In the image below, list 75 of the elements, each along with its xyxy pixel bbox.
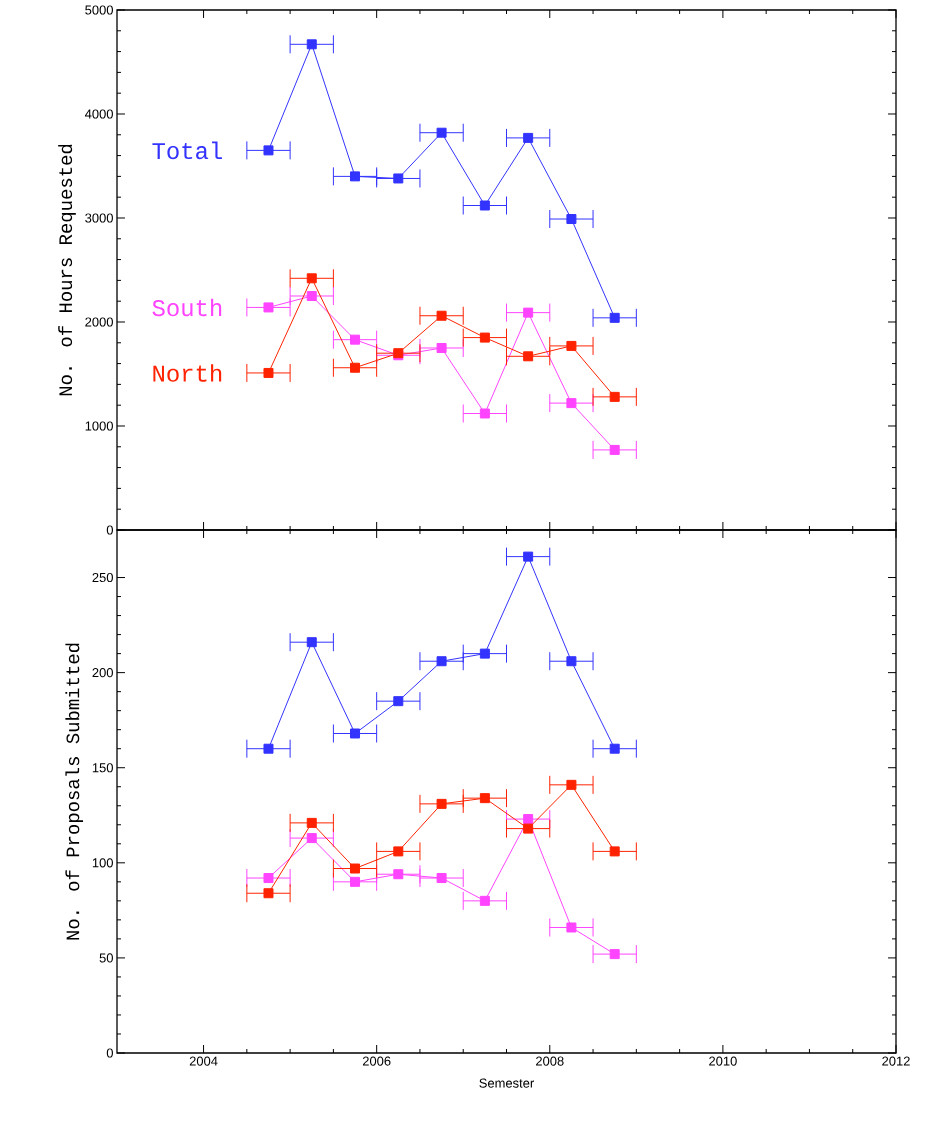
point [263,367,274,378]
point [263,888,274,899]
point [523,551,534,562]
x-tick-label: 2010 [709,1056,737,1066]
point [436,310,447,321]
point [479,793,490,804]
point [393,696,404,707]
point [479,895,490,906]
point [609,312,620,323]
point [523,307,534,318]
y-tick-label: 0 [106,525,113,535]
point [479,648,490,659]
y-tick-label: 2000 [85,317,113,327]
point [306,817,317,828]
series-label: Total [152,141,222,160]
point [350,171,361,182]
point [523,132,534,143]
point [523,823,534,834]
point [350,728,361,739]
x-tick-label: 2008 [536,1056,564,1066]
point [393,869,404,880]
point [566,656,577,667]
y-axis-title: No. of Proposals Submitted [65,643,84,940]
x-axis-title: Semester [479,1078,534,1088]
point [263,145,274,156]
series-label: North [153,364,222,382]
point [350,362,361,373]
point [306,637,317,648]
point [566,398,577,409]
y-axis-title: No. of Hours Requested [58,144,76,396]
point [566,340,577,351]
point [350,863,361,874]
point [523,351,534,362]
y-tick-label: 0 [106,1048,113,1058]
x-tick-label: 2012 [882,1056,910,1066]
y-tick-label: 200 [92,668,113,678]
point [306,833,317,844]
point [609,846,620,857]
point [306,39,317,50]
point [609,444,620,455]
point [523,814,534,825]
point [609,743,620,754]
point [393,173,404,184]
point [436,127,447,138]
point [263,873,274,884]
point [566,922,577,933]
y-tick-label: 3000 [85,213,113,223]
point [306,273,317,284]
y-tick-label: 1000 [85,421,113,431]
point [566,214,577,225]
point [436,873,447,884]
point [393,846,404,857]
x-tick-label: 2004 [189,1056,218,1066]
point [263,302,274,313]
point [609,949,620,960]
y-tick-label: 100 [92,858,113,868]
point [479,200,490,211]
y-tick-label: 50 [99,953,113,963]
point [263,743,274,754]
point [306,290,317,301]
point [436,656,447,667]
series-label: South [152,298,222,317]
point [609,391,620,402]
y-tick-label: 150 [92,763,113,773]
x-tick-label: 2006 [362,1056,391,1066]
point [479,332,490,343]
point [436,798,447,809]
point [566,779,577,790]
y-tick-label: 250 [92,572,113,583]
point [350,334,361,345]
y-tick-label: 5000 [85,5,113,15]
y-tick-label: 4000 [84,109,113,119]
point [350,876,361,887]
point [436,342,447,353]
point [479,408,490,419]
